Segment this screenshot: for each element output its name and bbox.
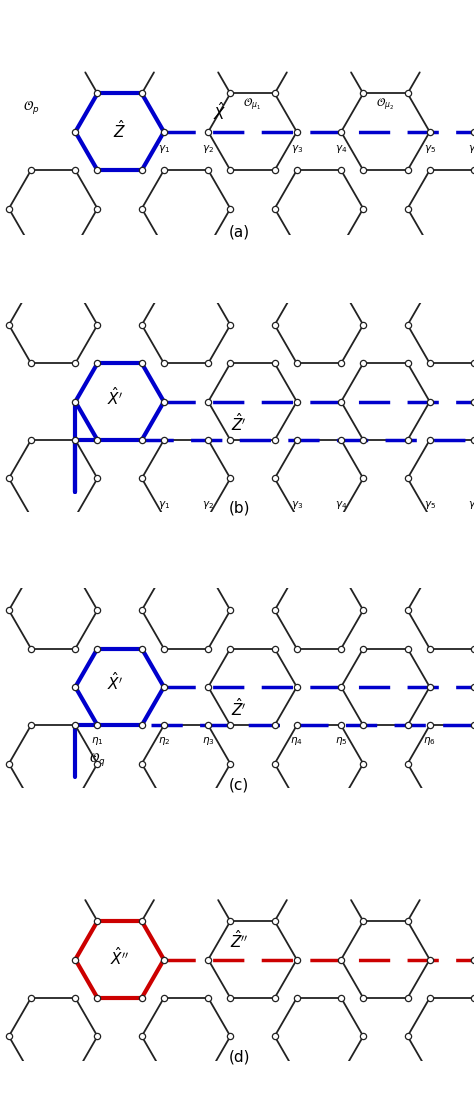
Text: (b): (b) [228,501,250,515]
Text: $\eta_2$: $\eta_2$ [158,735,170,747]
Text: $\mathcal{O}_{\mu_1}$: $\mathcal{O}_{\mu_1}$ [244,98,262,113]
Text: $\gamma_2$: $\gamma_2$ [202,143,214,155]
Text: (d): (d) [228,1049,250,1065]
Text: (c): (c) [229,777,249,792]
Text: $\gamma_1$: $\gamma_1$ [158,143,170,155]
Text: $\hat{Z}''$: $\hat{Z}''$ [230,929,248,951]
Text: $\eta_1$: $\eta_1$ [91,735,104,747]
Text: $\hat{Z}'$: $\hat{Z}'$ [231,412,247,434]
Text: $\mathcal{O}_q$: $\mathcal{O}_q$ [89,751,106,768]
Text: $\hat{X}'$: $\hat{X}'$ [107,671,123,694]
Text: $\hat{Z}'$: $\hat{Z}'$ [231,698,247,719]
Text: $\gamma_4$: $\gamma_4$ [335,143,347,155]
Text: $\hat{X}'$: $\hat{X}'$ [107,387,123,408]
Text: $\mathcal{O}_p$: $\mathcal{O}_p$ [23,99,39,116]
Text: $\gamma_5$: $\gamma_5$ [424,143,436,155]
Text: $\gamma_4$: $\gamma_4$ [335,500,347,511]
Text: (a): (a) [228,224,250,239]
Text: $\hat{X}''$: $\hat{X}''$ [110,946,129,968]
Text: $\gamma_5$: $\gamma_5$ [424,500,436,511]
Text: $\gamma_2$: $\gamma_2$ [202,500,214,511]
Text: $\mathcal{O}_{\mu_2}$: $\mathcal{O}_{\mu_2}$ [376,98,394,113]
Text: $\gamma_1$: $\gamma_1$ [158,500,170,511]
Text: $\eta_3$: $\eta_3$ [202,735,215,747]
Text: $\eta_4$: $\eta_4$ [291,735,303,747]
Text: $\eta_5$: $\eta_5$ [335,735,347,747]
Text: $\gamma_3$: $\gamma_3$ [291,500,303,511]
Text: $\hat{Z}$: $\hat{Z}$ [113,119,126,141]
Text: $\gamma_6$: $\gamma_6$ [468,500,474,511]
Text: $\hat{X}$: $\hat{X}$ [213,101,226,123]
Text: $\gamma_3$: $\gamma_3$ [291,143,303,155]
Text: $\gamma_6$: $\gamma_6$ [468,143,474,155]
Text: $\eta_6$: $\eta_6$ [423,735,436,747]
